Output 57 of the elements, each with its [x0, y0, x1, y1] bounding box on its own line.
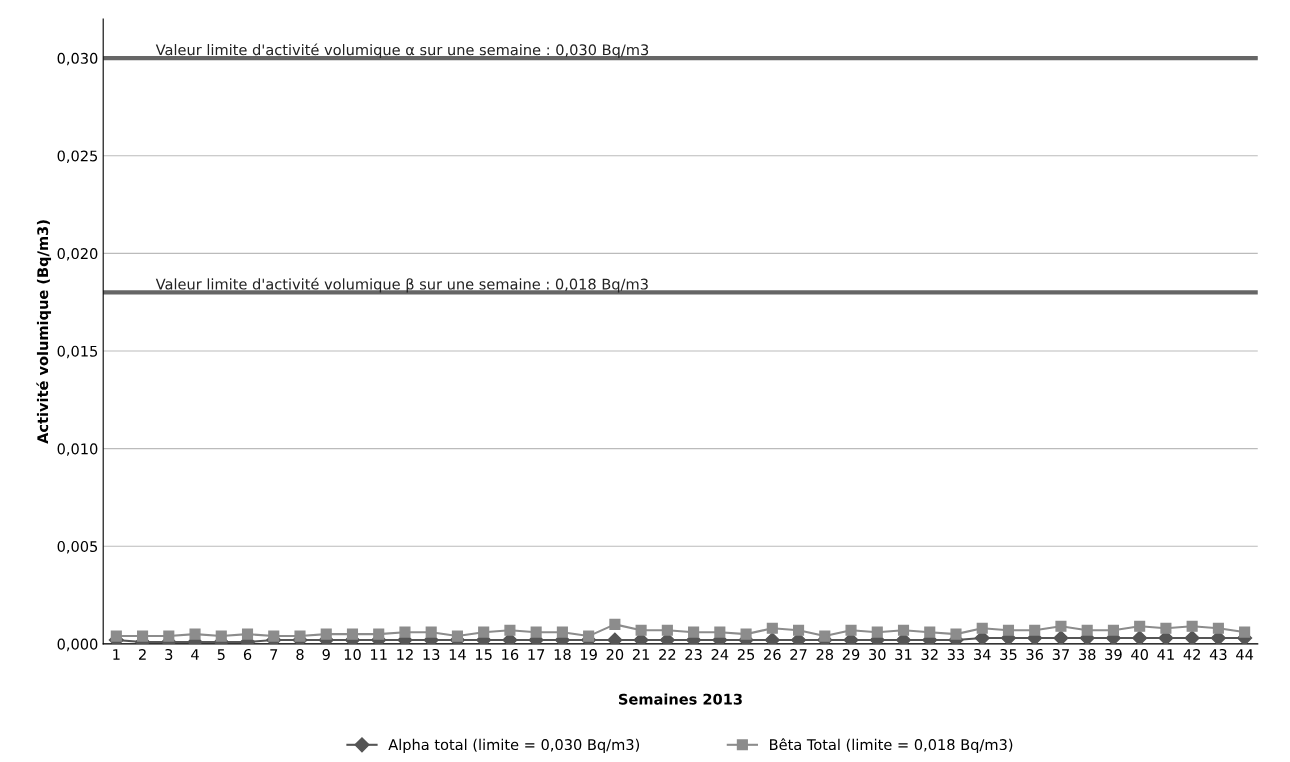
x-tick-label: 7 [270, 649, 278, 660]
x-tick-label: 42 [1183, 649, 1200, 660]
y-tick-label: 0,010 [57, 443, 98, 456]
x-tick-label: 39 [1105, 649, 1122, 661]
x-axis-title: Semaines 2013 [619, 693, 742, 705]
x-tick-label: 27 [790, 649, 807, 660]
x-tick-label: 32 [921, 649, 938, 661]
x-tick-label: 24 [711, 649, 729, 660]
x-tick-label: 34 [974, 649, 991, 661]
legend-label: Alpha total (limite = 0,030 Bq/m3) [388, 738, 640, 753]
x-tick-label: 8 [296, 649, 304, 661]
x-tick-label: 17 [528, 649, 545, 660]
x-tick-label: 11 [371, 649, 387, 660]
x-tick-label: 10 [344, 649, 361, 661]
y-axis-title: Activité volumique (Bq/m3) [36, 220, 52, 444]
x-tick-label: 4 [191, 649, 199, 660]
x-tick-label: 6 [243, 649, 252, 661]
x-tick-label: 31 [895, 649, 912, 661]
x-tick-label: 29 [842, 649, 860, 661]
x-tick-label: 36 [1026, 649, 1044, 661]
y-tick-label: 0,020 [57, 248, 98, 261]
x-tick-label: 2 [138, 649, 146, 660]
x-tick-label: 44 [1236, 649, 1254, 660]
x-tick-label: 21 [632, 649, 650, 660]
x-tick-label: 18 [554, 649, 571, 661]
x-tick-label: 14 [449, 649, 466, 660]
x-tick-label: 9 [322, 649, 330, 661]
x-tick-label: 16 [502, 649, 519, 661]
y-tick-label: 0,025 [57, 150, 98, 163]
x-tick-label: 3 [165, 649, 173, 661]
y-tick-label: 0,030 [57, 52, 98, 66]
legend-label: Bêta Total (limite = 0,018 Bq/m3) [770, 738, 1013, 753]
x-tick-label: 19 [580, 649, 597, 661]
y-tick-label: 0,000 [57, 638, 98, 652]
x-tick-label: 33 [947, 649, 965, 661]
y-tick-label: 0,015 [57, 345, 98, 359]
x-tick-label: 25 [737, 649, 755, 661]
x-tick-label: 1 [113, 649, 120, 660]
x-tick-label: 15 [476, 649, 492, 661]
ref-line-label: Valeur limite d'activité volumique α sur une semaine : 0,030 Bq/m3 [155, 43, 649, 59]
x-tick-label: 30 [869, 649, 886, 661]
x-tick-label: 35 [1000, 649, 1017, 661]
y-tick-label: 0,005 [57, 540, 98, 554]
x-tick-label: 23 [685, 649, 702, 661]
x-tick-label: 13 [423, 649, 440, 661]
x-tick-label: 38 [1079, 649, 1096, 661]
x-tick-label: 43 [1209, 649, 1227, 661]
x-tick-label: 37 [1052, 649, 1069, 661]
x-tick-label: 22 [659, 649, 676, 660]
x-tick-label: 20 [606, 649, 624, 661]
x-tick-label: 40 [1131, 649, 1148, 661]
ref-line-label: Valeur limite d'activité volumique β sur une semaine : 0,018 Bq/m3 [155, 277, 648, 293]
x-tick-label: 28 [816, 649, 834, 661]
x-tick-label: 5 [217, 649, 225, 661]
x-tick-label: 41 [1157, 649, 1174, 660]
x-tick-label: 26 [764, 649, 781, 661]
x-tick-label: 12 [397, 649, 413, 660]
